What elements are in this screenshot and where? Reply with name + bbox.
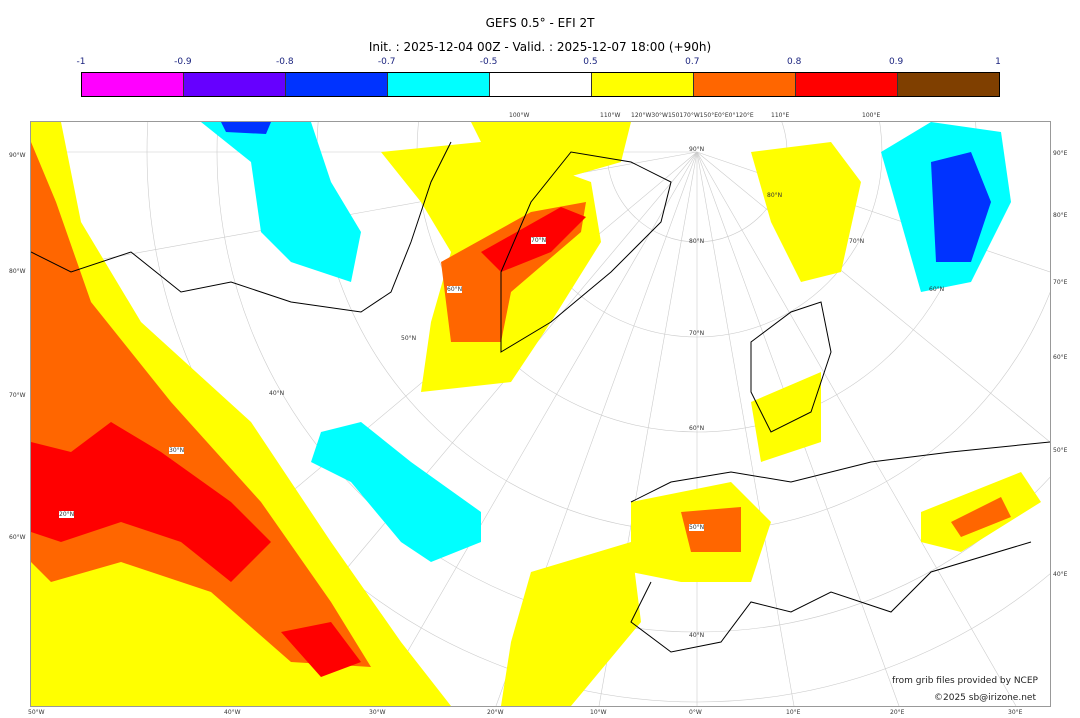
- chart-title: GEFS 0.5° - EFI 2T: [485, 16, 595, 30]
- map: 50°N 40°N 30°N 20°N 90°N 80°N 70°N 60°N …: [30, 121, 1051, 707]
- axis-label-top: 110°W: [600, 112, 621, 119]
- colorbar-segment: [490, 73, 592, 96]
- axis-label-bottom: 10°W: [590, 709, 607, 716]
- lat-label: 50°N: [689, 524, 705, 531]
- colorbar-segment: [694, 73, 796, 96]
- cyan-atlantic: [311, 422, 481, 562]
- lat-label: 90°N: [689, 146, 705, 153]
- colorbar-tick: 0.7: [685, 57, 700, 67]
- axis-label-left: 80°W: [9, 268, 26, 275]
- lat-label: 70°N: [849, 238, 865, 245]
- axis-label-bottom: 30°W: [369, 709, 386, 716]
- colorbar-tick: -0.5: [479, 57, 498, 67]
- axis-label-bottom: 30°E: [1008, 709, 1023, 716]
- colorbar-tick: -0.8: [275, 57, 294, 67]
- credit-author: ©2025 sb@irizone.net: [934, 693, 1036, 703]
- axis-label-top: 120°W30°W150170°W150°E0°E0°120°E: [631, 112, 754, 119]
- colorbar-segment: [286, 73, 388, 96]
- lat-label: 30°N: [169, 447, 185, 454]
- blue-canada: [221, 122, 271, 134]
- axis-label-bottom: 40°W: [224, 709, 241, 716]
- axis-label-bottom: 0°W: [689, 709, 702, 716]
- yellow-arctic-top: [471, 122, 631, 182]
- efi-anomaly-fields: [31, 122, 1041, 706]
- colorbar: [81, 72, 1000, 97]
- axis-label-bottom: 20°W: [487, 709, 504, 716]
- lat-label: 40°N: [269, 390, 285, 397]
- map-canvas: [31, 122, 1050, 706]
- axis-label-right: 90°E: [1053, 150, 1068, 157]
- colorbar-segment: [592, 73, 694, 96]
- blue-russia: [931, 152, 991, 262]
- axis-label-right: 50°E: [1053, 447, 1068, 454]
- coastlines: [31, 141, 1050, 653]
- lat-label: 60°N: [929, 286, 945, 293]
- axis-label-left: 60°W: [9, 534, 26, 541]
- colorbar-tick: 0.5: [583, 57, 598, 67]
- axis-label-right: 80°E: [1053, 212, 1068, 219]
- colorbar-segment: [898, 73, 999, 96]
- red-atlantic-core-2: [281, 622, 361, 677]
- lat-label: 20°N: [59, 511, 75, 518]
- colorbar-tick: -0.9: [174, 57, 192, 67]
- lat-label: 50°N: [401, 335, 417, 342]
- axis-label-top: 110°E: [771, 112, 790, 119]
- lat-label: 80°N: [689, 238, 705, 245]
- axis-label-top: 100°W: [509, 112, 530, 119]
- orange-europe: [681, 507, 741, 552]
- lat-label: 70°N: [689, 330, 705, 337]
- colorbar-segment: [82, 73, 184, 96]
- colorbar-tick: -1: [76, 57, 86, 67]
- cyan-canada: [201, 122, 361, 282]
- yellow-iberia-ocean: [501, 542, 641, 706]
- axis-label-left: 70°W: [9, 392, 26, 399]
- lat-label: 60°N: [447, 286, 463, 293]
- axis-label-bottom: 10°E: [786, 709, 801, 716]
- colorbar-tick: 1: [995, 57, 1001, 67]
- orange-atlantic-band: [31, 142, 371, 667]
- lat-label: 70°N: [531, 237, 547, 244]
- lat-label: 80°N: [767, 192, 783, 199]
- colorbar-segment: [796, 73, 898, 96]
- colorbar-segment: [388, 73, 490, 96]
- axis-label-right: 70°E: [1053, 279, 1068, 286]
- axis-label-bottom: 50°W: [28, 709, 45, 716]
- credit-ncep: from grib files provided by NCEP: [892, 676, 1038, 686]
- yellow-scandinavia: [751, 142, 861, 282]
- axis-label-top: 100°E: [862, 112, 881, 119]
- axis-label-right: 60°E: [1053, 354, 1068, 361]
- axis-label-bottom: 20°E: [890, 709, 905, 716]
- colorbar-segment: [184, 73, 286, 96]
- chart-subtitle: Init. : 2025-12-04 00Z - Valid. : 2025-1…: [368, 40, 712, 54]
- yellow-scandi-south: [751, 372, 821, 462]
- colorbar-tick: -0.7: [377, 57, 396, 67]
- lat-label: 60°N: [689, 425, 705, 432]
- axis-label-right: 40°E: [1053, 571, 1068, 578]
- colorbar-tick: 0.8: [787, 57, 802, 67]
- colorbar-tick: 0.9: [888, 57, 904, 67]
- red-atlantic-core: [31, 422, 271, 582]
- axis-label-left: 90°W: [9, 152, 26, 159]
- orange-caspian: [951, 497, 1011, 537]
- lat-label: 40°N: [689, 632, 705, 639]
